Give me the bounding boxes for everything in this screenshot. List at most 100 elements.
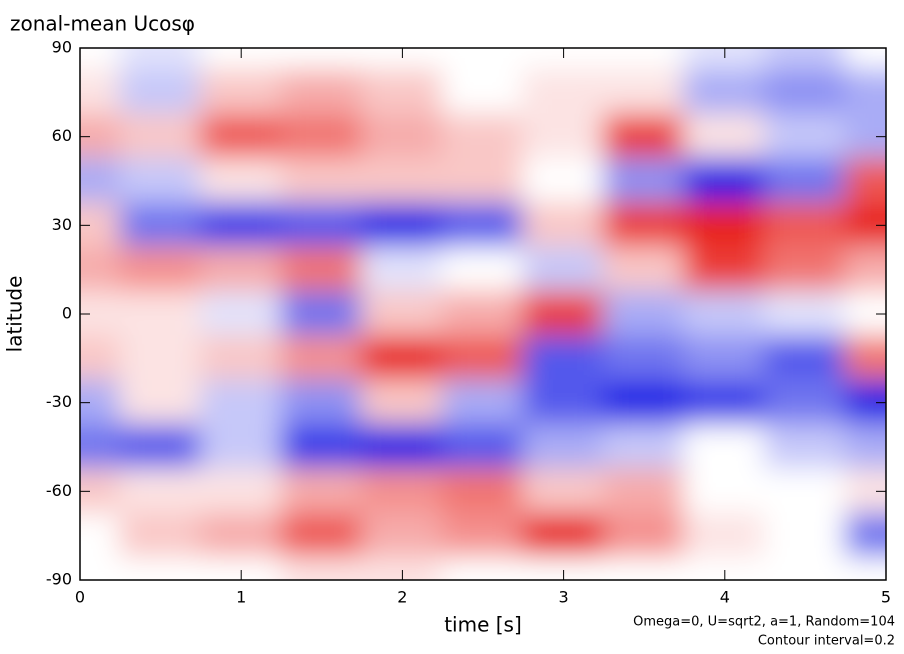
cell: [361, 512, 444, 559]
cell: [764, 69, 847, 116]
cell: [522, 113, 605, 160]
cell: [602, 113, 686, 160]
cell: [119, 157, 202, 205]
cell: [199, 335, 283, 382]
cell: [602, 423, 686, 471]
cell: [683, 379, 767, 426]
cell: [199, 512, 283, 559]
cell: [441, 379, 525, 426]
cell: [361, 48, 444, 72]
y-tick-label: -90: [46, 570, 72, 589]
cell: [764, 290, 847, 338]
cell: [199, 48, 283, 72]
cell: [80, 246, 122, 293]
cell: [764, 202, 847, 249]
cell: [844, 512, 886, 559]
cell: [522, 468, 605, 515]
cell: [602, 335, 686, 382]
cell: [683, 48, 767, 72]
y-tick-label: 0: [62, 304, 72, 323]
cell: [441, 468, 525, 515]
cell: [844, 556, 886, 580]
cell: [522, 379, 605, 426]
cell: [80, 556, 122, 580]
x-tick-label: 3: [559, 588, 569, 607]
cell: [361, 246, 444, 293]
cell: [280, 69, 364, 116]
cell: [441, 202, 525, 249]
y-tick-label: 30: [52, 215, 72, 234]
y-axis-label: latitude: [3, 276, 27, 353]
cell: [602, 556, 686, 580]
cell: [361, 423, 444, 471]
cell: [119, 69, 202, 116]
cell: [683, 246, 767, 293]
cell: [361, 113, 444, 160]
cell: [683, 468, 767, 515]
cell: [522, 246, 605, 293]
cell: [199, 290, 283, 338]
cells: [80, 48, 886, 580]
cell: [844, 379, 886, 426]
note: Omega=0, U=sqrt2, a=1, Random=104: [633, 615, 895, 630]
cell: [361, 157, 444, 205]
cell: [522, 423, 605, 471]
cell: [361, 69, 444, 116]
cell: [280, 113, 364, 160]
cell: [361, 556, 444, 580]
cell: [764, 48, 847, 72]
cell: [522, 69, 605, 116]
y-tick-label: -30: [46, 392, 72, 411]
cell: [764, 556, 847, 580]
cell: [844, 113, 886, 160]
cell: [602, 468, 686, 515]
cell: [602, 379, 686, 426]
y-tick-label: 60: [52, 126, 72, 145]
cell: [844, 335, 886, 382]
cell: [522, 157, 605, 205]
cell: [602, 290, 686, 338]
cell: [764, 379, 847, 426]
cell: [683, 113, 767, 160]
cell: [602, 246, 686, 293]
cell: [683, 335, 767, 382]
cell: [522, 202, 605, 249]
cell: [280, 246, 364, 293]
cell: [199, 69, 283, 116]
cell: [441, 113, 525, 160]
cell: [764, 113, 847, 160]
cell: [119, 335, 202, 382]
cell: [441, 48, 525, 72]
cell: [602, 69, 686, 116]
note: Contour interval=0.2: [758, 634, 895, 649]
cell: [361, 202, 444, 249]
cell: [683, 423, 767, 471]
cell: [602, 512, 686, 559]
x-axis-label: time [s]: [444, 613, 522, 637]
cell: [764, 468, 847, 515]
cell: [522, 48, 605, 72]
cell: [602, 157, 686, 205]
cell: [683, 69, 767, 116]
cell: [199, 468, 283, 515]
cell: [683, 290, 767, 338]
cell: [280, 157, 364, 205]
x-tick-label: 0: [75, 588, 85, 607]
cell: [80, 512, 122, 559]
x-tick-label: 1: [236, 588, 246, 607]
cell: [361, 290, 444, 338]
cell: [844, 468, 886, 515]
x-tick-label: 5: [881, 588, 891, 607]
cell: [441, 556, 525, 580]
cell: [199, 423, 283, 471]
cell: [80, 335, 122, 382]
cell: [764, 423, 847, 471]
x-tick-label: 2: [397, 588, 407, 607]
cell: [119, 48, 202, 72]
cell: [683, 157, 767, 205]
cell: [522, 512, 605, 559]
cell: [199, 113, 283, 160]
field: [80, 48, 886, 580]
cell: [280, 48, 364, 72]
